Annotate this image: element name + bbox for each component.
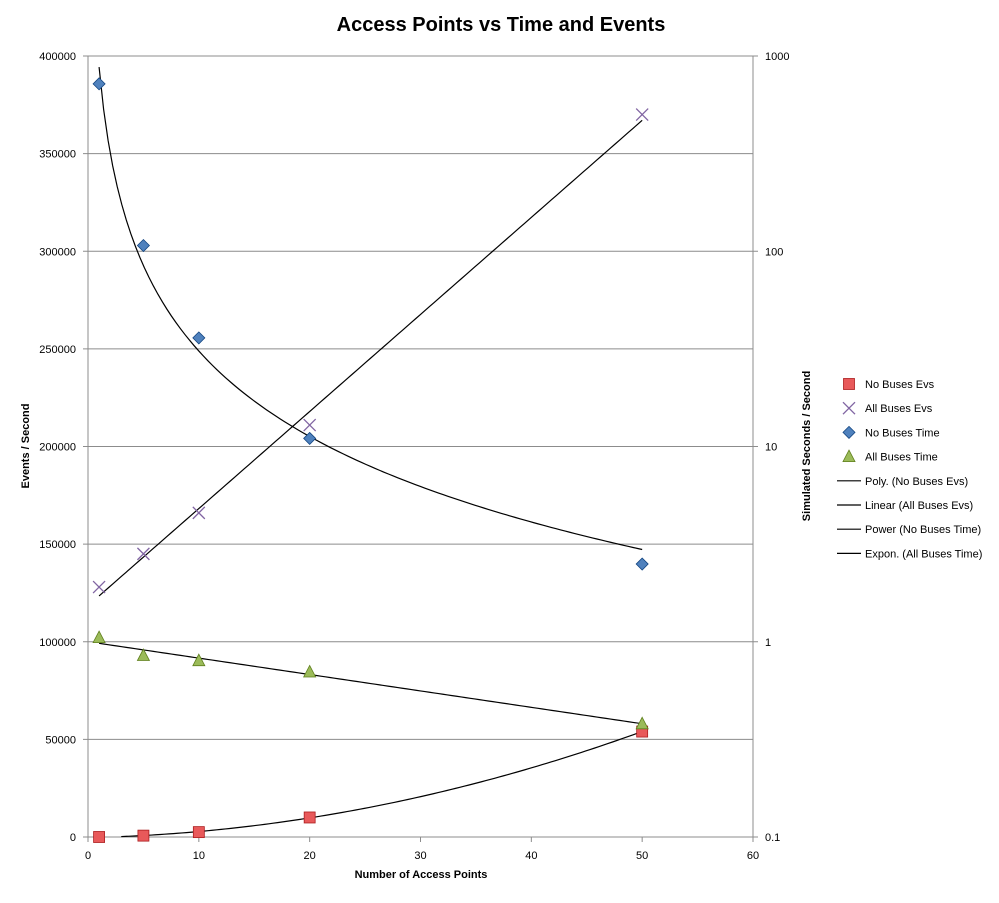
y-left-tick-label: 0: [70, 832, 76, 844]
y-axis-left-label: Events / Second: [20, 404, 32, 489]
point-no-buses-evs: [137, 829, 150, 842]
chart-text: Access Points vs Time and Events Number …: [20, 14, 813, 881]
x-tick-label: 0: [85, 850, 91, 862]
trendline-exponential: [98, 642, 643, 725]
data-markers: [92, 77, 649, 843]
legend-marker-no-buses-time: [842, 425, 856, 439]
x-tick-label: 10: [193, 850, 205, 862]
point-all-buses-time: [92, 630, 106, 644]
legend-label-expon-all-buses-time-: Expon. (All Buses Time): [865, 548, 982, 560]
marker-x-stroke: [303, 418, 317, 432]
y-right-tick-label: 10: [765, 442, 777, 454]
point-all-buses-evs: [136, 547, 150, 561]
point-no-buses-time: [92, 77, 106, 91]
point-no-buses-evs: [192, 826, 205, 839]
y-axis-right-label: Simulated Seconds / Second: [801, 371, 813, 521]
marker-x-stroke: [192, 506, 206, 520]
y-right-tick-label: 1000: [765, 51, 789, 63]
legend-marker-no-buses-evs: [843, 378, 855, 390]
legend-label-power-no-buses-time-: Power (No Buses Time): [865, 524, 981, 536]
y-left-tick-label: 400000: [39, 51, 76, 63]
axes: 0 50000 100000 150000 200000 250000 300000 3500…: [39, 51, 789, 862]
point-no-buses-evs: [303, 811, 316, 824]
trendline-polynomial: [121, 730, 643, 838]
x-tick-label: 60: [747, 850, 759, 862]
gridlines: [88, 55, 753, 838]
point-all-buses-evs: [92, 580, 106, 594]
point-all-buses-evs: [192, 506, 206, 520]
x-tick-label: 50: [636, 850, 648, 862]
y-right-tick-label: 0.1: [765, 832, 780, 844]
x-axis-label: Number of Access Points: [355, 869, 488, 881]
legend-label-no-buses-evs: No Buses Evs: [865, 379, 935, 391]
point-no-buses-time: [303, 431, 317, 445]
y-right-tick-label: 100: [765, 246, 783, 258]
marker-x-stroke: [92, 580, 106, 594]
trendlines: [98, 67, 643, 838]
point-no-buses-evs: [93, 831, 105, 843]
legend-label-linear-all-buses-evs-: Linear (All Buses Evs): [865, 500, 973, 512]
trendline-linear: [98, 119, 643, 597]
x-tick-label: 30: [414, 850, 426, 862]
point-no-buses-time: [635, 557, 649, 571]
chart-title: Access Points vs Time and Events: [337, 14, 666, 36]
x-tick-label: 20: [304, 850, 316, 862]
y-right-tick-label: 1: [765, 637, 771, 649]
point-all-buses-time: [635, 716, 649, 730]
marker-x-stroke: [635, 108, 649, 122]
y-left-tick-label: 300000: [39, 246, 76, 258]
legend-marker-all-buses-time: [842, 449, 856, 463]
legend: No Buses Evs All Buses Evs No Buses Time Al…: [837, 378, 982, 560]
marker-x-stroke: [136, 547, 150, 561]
x-tick-label: 40: [525, 850, 537, 862]
y-left-tick-label: 350000: [39, 149, 76, 161]
point-all-buses-evs: [303, 418, 317, 432]
legend-label-all-buses-time: All Buses Time: [865, 452, 938, 464]
trendline-power: [98, 67, 643, 551]
y-left-tick-label: 250000: [39, 344, 76, 356]
legend-label-all-buses-evs: All Buses Evs: [865, 403, 933, 415]
y-left-tick-label: 100000: [39, 637, 76, 649]
marker-x-stroke: [842, 401, 856, 415]
y-left-tick-label: 50000: [45, 734, 76, 746]
point-all-buses-time: [136, 648, 151, 661]
point-no-buses-time: [192, 331, 206, 345]
legend-label-poly-no-buses-evs-: Poly. (No Buses Evs): [865, 476, 968, 488]
point-all-buses-evs: [635, 108, 649, 122]
point-all-buses-time: [303, 664, 317, 678]
point-no-buses-time: [136, 238, 150, 253]
y-left-tick-label: 150000: [39, 539, 76, 551]
legend-label-no-buses-time: No Buses Time: [865, 427, 940, 439]
y-left-tick-label: 200000: [39, 442, 76, 454]
point-all-buses-time: [192, 653, 206, 667]
legend-marker-all-buses-evs: [842, 401, 856, 415]
